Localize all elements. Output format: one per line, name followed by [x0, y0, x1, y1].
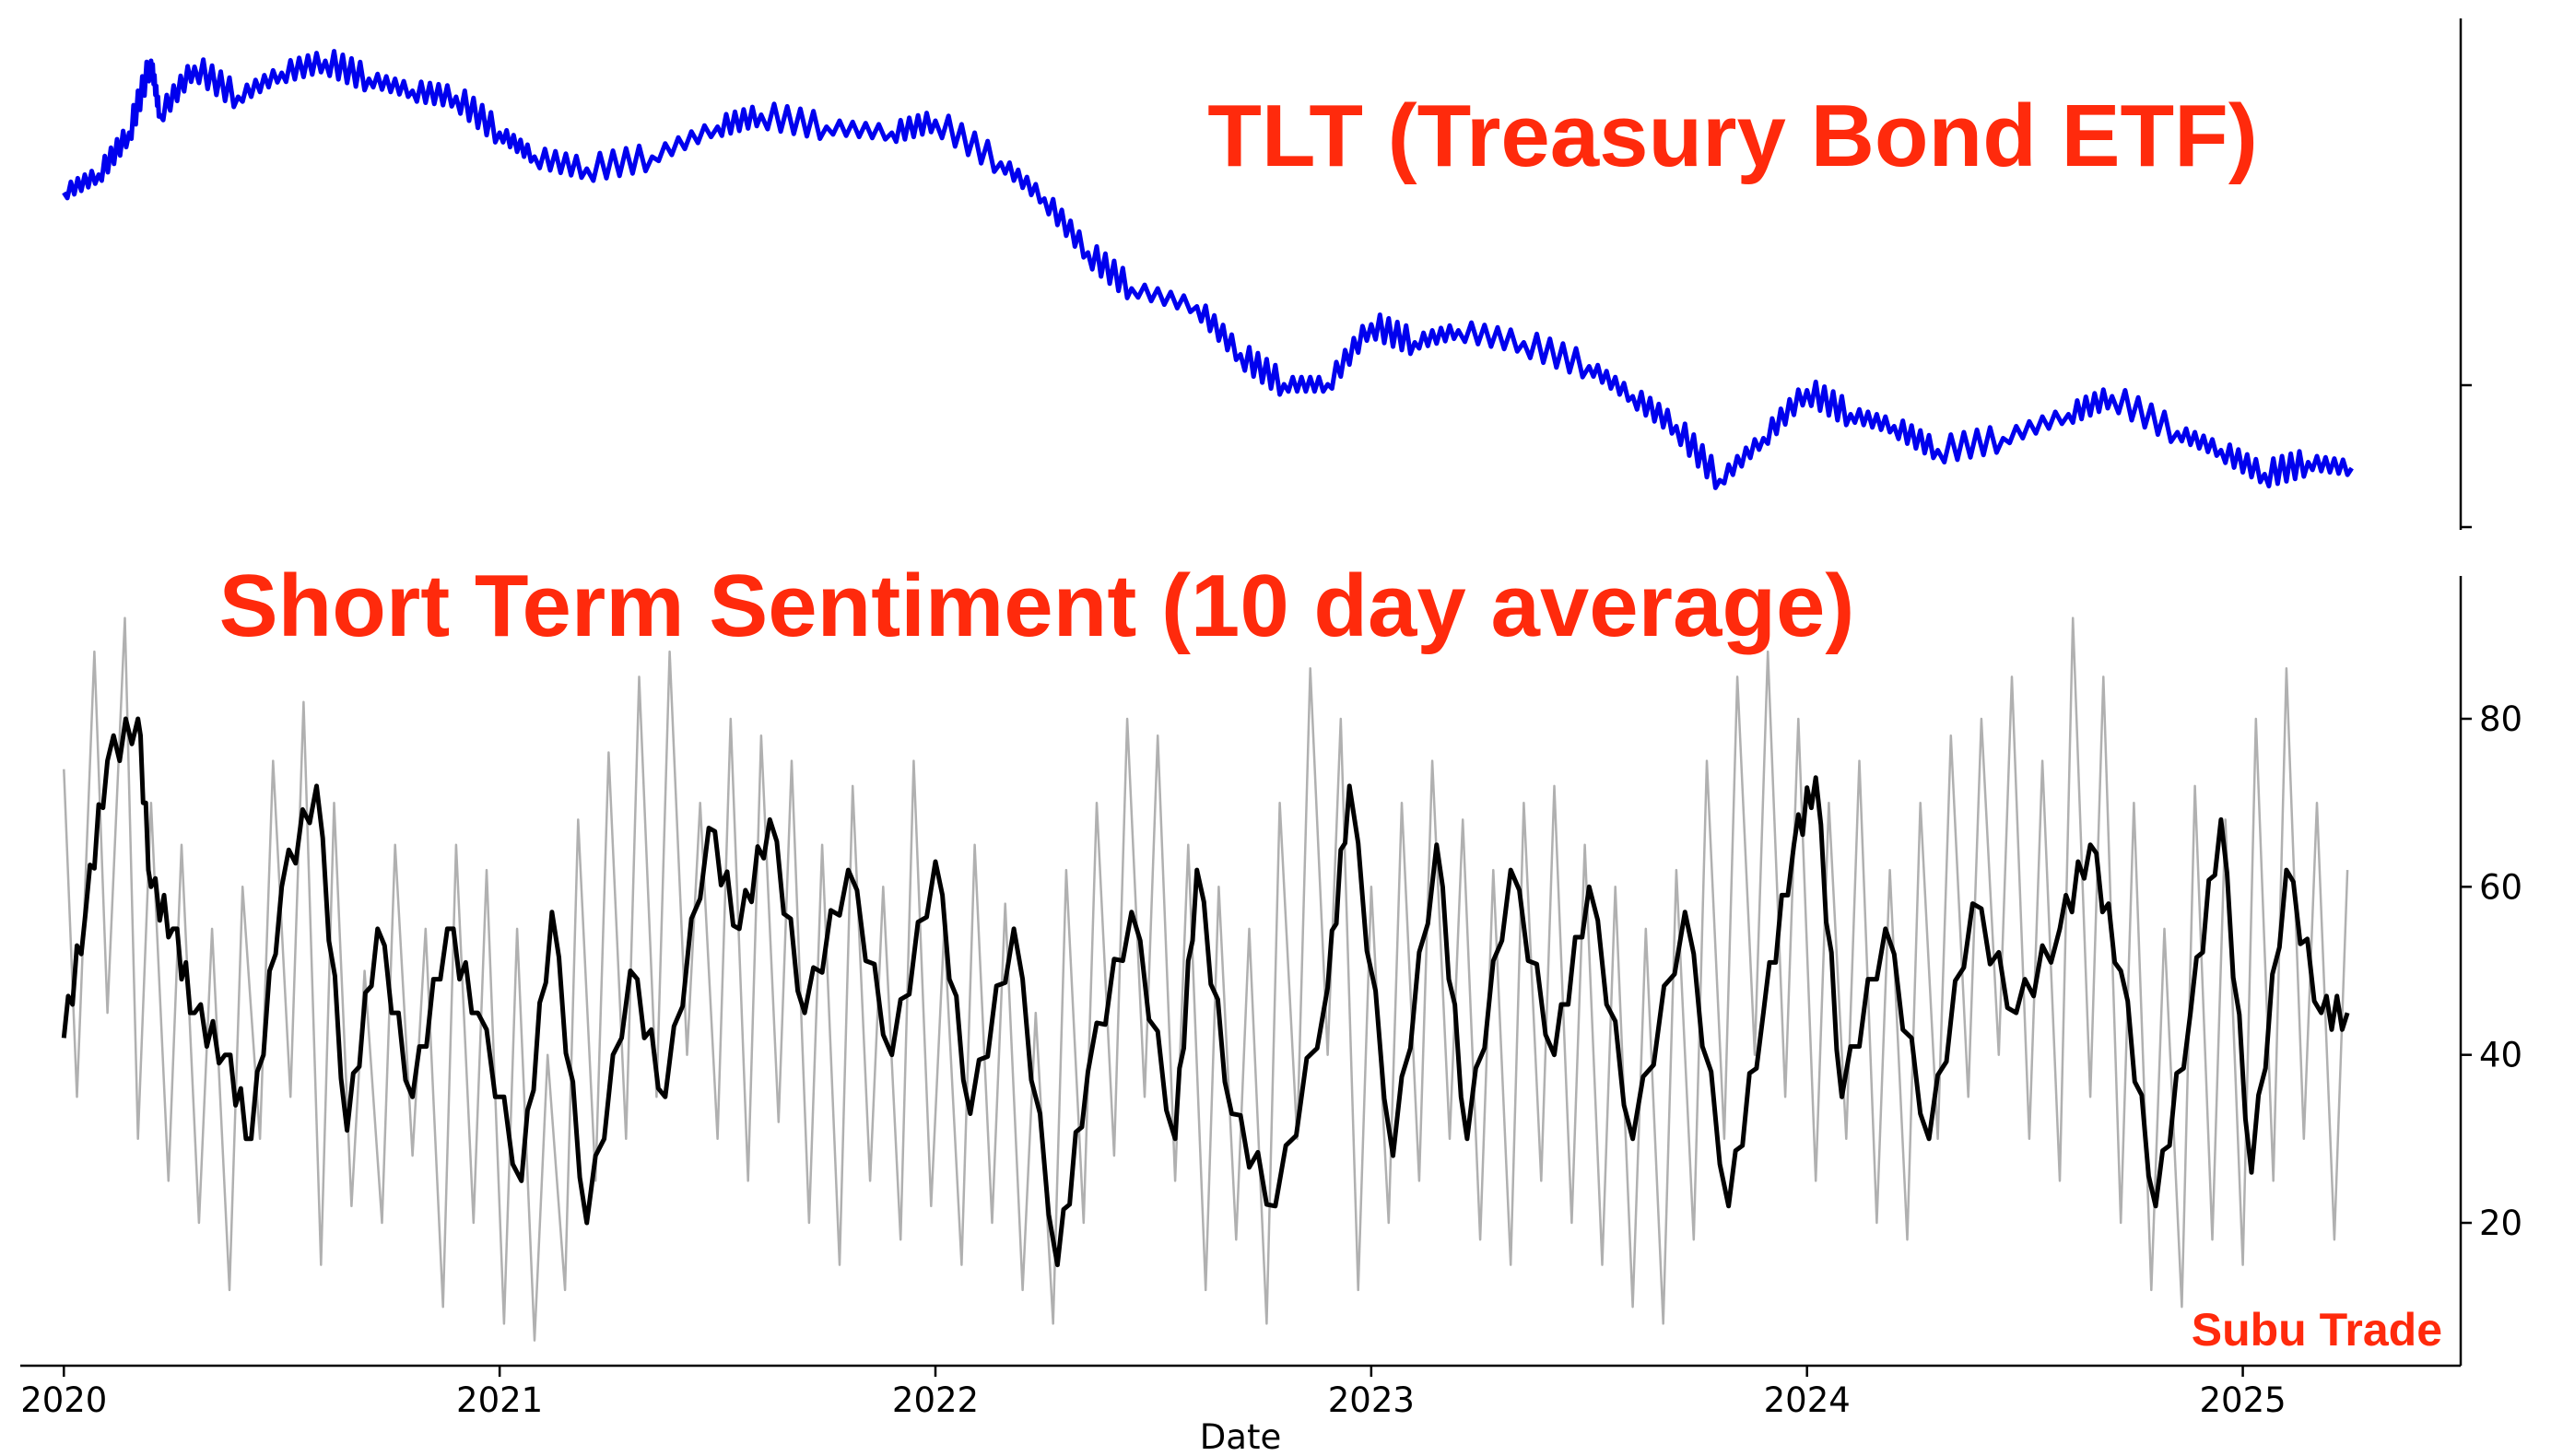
sentiment-panel: 20 40 60 80 2020 2021 2022 2023 2024 2025 Short … [20, 557, 2522, 1456]
tlt-series-line [62, 49, 2354, 490]
sentiment-y-axis-ticks: 20 40 60 80 [2461, 699, 2522, 1243]
sentiment-daily-line [63, 616, 2349, 1342]
x-tick-label: 2023 [1328, 1380, 1415, 1420]
x-tick-label: 2021 [456, 1380, 543, 1420]
x-tick-label: 2022 [892, 1380, 979, 1420]
subu-trade-watermark: Subu Trade [2192, 1304, 2442, 1356]
sentiment-chart-title: Short Term Sentiment (10 day average) [219, 557, 1855, 655]
y-tick-label: 60 [2479, 867, 2522, 907]
tlt-panel: TLT (Treasury Bond ETF) [62, 18, 2472, 530]
y-tick-label: 80 [2479, 699, 2522, 739]
sentiment-average-line [61, 716, 2350, 1268]
sentiment-x-axis-ticks: 2020 2021 2022 2023 2024 2025 [20, 1366, 2287, 1420]
tlt-chart-title: TLT (Treasury Bond ETF) [1207, 87, 2258, 185]
x-tick-label: 2025 [2199, 1380, 2286, 1420]
x-tick-label: 2024 [1764, 1380, 1851, 1420]
x-tick-label: 2020 [20, 1380, 107, 1420]
x-axis-label: Date [1200, 1417, 1281, 1456]
y-tick-label: 40 [2479, 1036, 2522, 1075]
y-tick-label: 20 [2479, 1204, 2522, 1243]
